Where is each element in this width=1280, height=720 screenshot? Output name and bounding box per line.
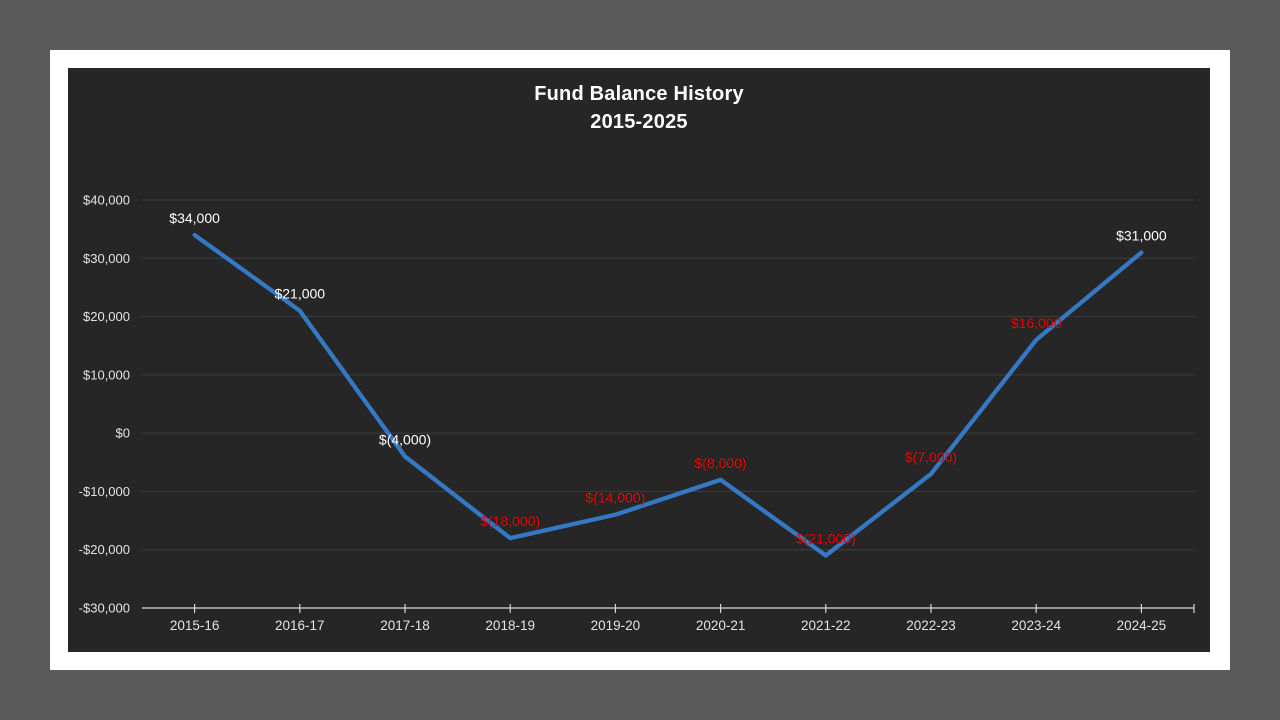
y-axis-label: $0 [116,426,130,441]
chart-title-line2: 2015-2025 [590,111,688,133]
chart-title-line1: Fund Balance History [534,83,744,105]
x-axis-label: 2019-20 [591,618,641,633]
data-label: $(18,000) [480,513,540,529]
y-axis-label: $30,000 [83,251,130,266]
x-axis-label: 2021-22 [801,618,851,633]
data-label: $(14,000) [585,490,645,506]
y-axis-label: $20,000 [83,309,130,324]
x-axis-label: 2020-21 [696,618,746,633]
slide: Fund Balance History 2015-2025 $40,000 $3… [50,50,1230,670]
y-axis-label: $40,000 [83,193,130,208]
x-axis-label: 2022-23 [906,618,956,633]
data-label: $(8,000) [695,455,747,471]
x-axis-label: 2023-24 [1011,618,1061,633]
data-label: $16,000 [1011,315,1062,331]
series-line [192,232,1144,558]
y-axis-label: -$30,000 [79,601,130,616]
x-axis-label: 2016-17 [275,618,325,633]
chart-area: Fund Balance History 2015-2025 $40,000 $3… [68,68,1210,652]
data-label: $(4,000) [379,432,431,448]
chart-title: Fund Balance History 2015-2025 [68,80,1210,136]
y-axis-label: $10,000 [83,367,130,382]
x-axis-label: 2017-18 [380,618,430,633]
x-axis-label: 2015-16 [170,618,220,633]
data-label: $31,000 [1116,228,1167,244]
line-chart-plot: $40,000 $30,000 $20,000 $10,000 $0 -$10,000 -$… [79,193,1195,633]
y-axis-label: -$10,000 [79,484,130,499]
data-label: $34,000 [169,210,220,226]
data-label: $(21,000) [796,531,856,547]
x-axis-label: 2018-19 [485,618,535,633]
data-label: $(7,000) [905,449,957,465]
y-axis-label: -$20,000 [79,542,130,557]
data-label: $21,000 [274,286,325,302]
x-axis-label: 2024-25 [1117,618,1167,633]
